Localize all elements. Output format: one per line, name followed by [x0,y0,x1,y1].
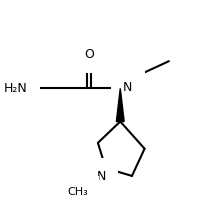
Polygon shape [116,88,124,122]
Text: H₂N: H₂N [4,82,28,95]
Text: O: O [84,48,94,61]
Text: N: N [96,170,106,183]
Text: CH₃: CH₃ [67,187,88,198]
Text: N: N [123,81,133,94]
